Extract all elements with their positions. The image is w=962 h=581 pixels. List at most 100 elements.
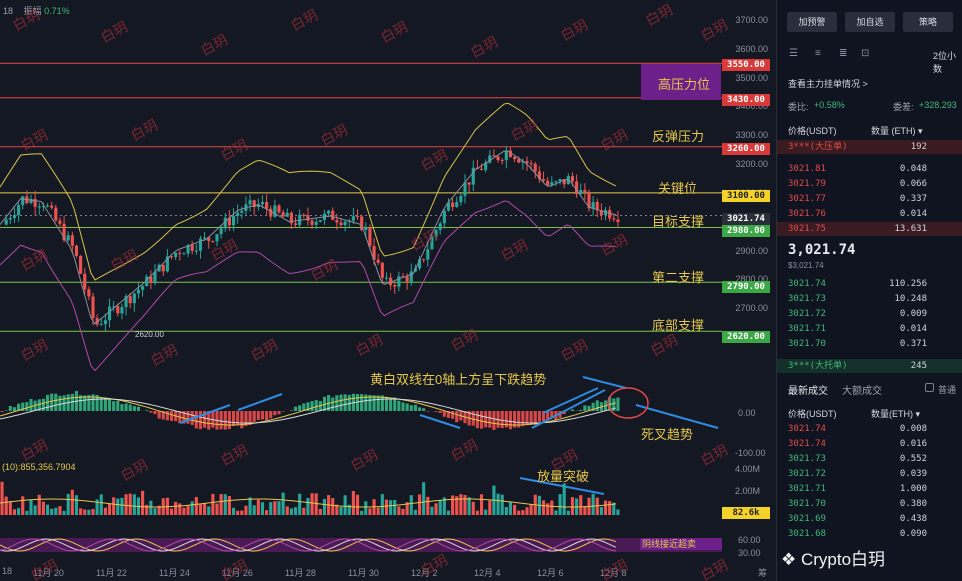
trade-price: 3021.73 bbox=[788, 454, 826, 464]
candle-body bbox=[508, 150, 513, 158]
normal-checkbox[interactable] bbox=[925, 383, 934, 392]
big-sell-order[interactable]: 3***(大压单) 192 bbox=[777, 140, 962, 154]
volume-bar bbox=[281, 492, 285, 515]
bid-row[interactable]: 3021.70 0.371 bbox=[777, 337, 962, 351]
ask-row[interactable]: 3021.81 0.048 bbox=[777, 162, 962, 176]
macd-bar bbox=[302, 403, 306, 411]
ask-row[interactable]: 3021.76 0.014 bbox=[777, 207, 962, 221]
big-sell-qty: 192 bbox=[910, 142, 927, 152]
candle-body bbox=[318, 220, 322, 222]
macd-bar bbox=[116, 400, 120, 411]
volume-bar bbox=[12, 509, 17, 515]
candle-body bbox=[405, 276, 409, 282]
volume-bar bbox=[525, 507, 529, 515]
expand-icon[interactable]: ⊡ bbox=[861, 48, 870, 59]
macd-bar bbox=[79, 395, 83, 411]
order-qty: 0.014 bbox=[899, 209, 927, 219]
volume-bar bbox=[384, 499, 389, 515]
volume-bar bbox=[426, 496, 430, 515]
macd-bar bbox=[591, 402, 595, 411]
time-axis-label: 11月 24 bbox=[159, 568, 190, 578]
price-axis-label: 3700.00 bbox=[735, 15, 768, 25]
trend-arrow bbox=[237, 393, 283, 411]
ask-row[interactable]: 3021.75 13.631 bbox=[777, 222, 962, 236]
orderbook-both-icon[interactable]: ☰ bbox=[789, 48, 798, 59]
ratio-value: +0.58% bbox=[814, 100, 845, 110]
volume-bar bbox=[364, 501, 368, 515]
macd-bar bbox=[579, 409, 583, 411]
volume-bar bbox=[37, 494, 41, 515]
macd-bar bbox=[17, 403, 21, 411]
price-axis-label: 3400.00 bbox=[735, 101, 768, 112]
macd-bar bbox=[550, 411, 554, 418]
volume-bar bbox=[207, 506, 211, 515]
trend-arrow bbox=[582, 376, 627, 389]
volume-bar bbox=[310, 493, 314, 515]
bid-row[interactable]: 3021.71 0.014 bbox=[777, 322, 962, 336]
candle-body bbox=[17, 205, 21, 216]
candle-body bbox=[533, 163, 537, 172]
tab-latest-trades[interactable]: 最新成交 bbox=[788, 386, 828, 397]
add-alert-button[interactable]: 加预警 bbox=[787, 12, 837, 32]
ask-row[interactable]: 3021.77 0.337 bbox=[777, 192, 962, 206]
candle-body bbox=[12, 215, 17, 218]
annotation-bottom-support: 底部支撑 bbox=[652, 318, 705, 333]
macd-bar bbox=[525, 411, 529, 425]
trade-qty: 0.090 bbox=[899, 529, 927, 539]
bid-row[interactable]: 3021.73 10.248 bbox=[777, 292, 962, 306]
tab-large-trades[interactable]: 大额成交 bbox=[842, 386, 882, 397]
orderbook-asks-icon[interactable]: ≣ bbox=[839, 48, 848, 59]
candle-body bbox=[174, 252, 178, 257]
macd-bar bbox=[347, 394, 351, 411]
strategy-button[interactable]: 策略 bbox=[903, 12, 953, 32]
depth-link[interactable]: 查看主力挂单情况 > bbox=[788, 79, 868, 89]
bid-row[interactable]: 3021.72 0.009 bbox=[777, 307, 962, 321]
macd-bar bbox=[248, 411, 252, 426]
volume-bar bbox=[145, 504, 149, 515]
macd-bar bbox=[91, 394, 95, 411]
candle-body bbox=[248, 200, 252, 205]
last-price: 3,021.74 bbox=[788, 242, 856, 258]
big-buy-order[interactable]: 3***(大托单) 245 bbox=[777, 359, 962, 373]
macd-bar bbox=[25, 402, 29, 411]
candle-body bbox=[570, 176, 575, 182]
annotation-volume-break: 放量突破 bbox=[537, 469, 590, 484]
volume-bar bbox=[29, 499, 33, 515]
trade-price: 3021.68 bbox=[788, 529, 826, 539]
candle-body bbox=[546, 180, 550, 185]
macd-bar bbox=[492, 411, 496, 430]
lower-band bbox=[0, 200, 616, 372]
trades-col-qty[interactable]: 数量(ETH) ▾ bbox=[871, 409, 921, 419]
volume-bar bbox=[409, 495, 413, 515]
ask-row[interactable]: 3021.79 0.066 bbox=[777, 177, 962, 191]
trade-price: 3021.74 bbox=[788, 439, 826, 449]
order-qty: 0.014 bbox=[899, 324, 927, 334]
candle-body bbox=[504, 150, 508, 161]
orderbook-bids-icon[interactable]: ≡ bbox=[815, 48, 821, 59]
volume-bar bbox=[289, 508, 293, 515]
col-price-header: 价格(USDT) bbox=[788, 126, 837, 136]
macd-bar bbox=[583, 405, 587, 411]
bid-row[interactable]: 3021.74 110.256 bbox=[777, 277, 962, 291]
chart-canvas bbox=[0, 62, 722, 552]
annotation-death-cross: 死叉趋势 bbox=[641, 427, 694, 442]
col-qty-header[interactable]: 数量 (ETH) ▾ bbox=[871, 126, 923, 136]
add-watchlist-button[interactable]: 加自选 bbox=[845, 12, 895, 32]
candle-body bbox=[169, 256, 174, 258]
macd-bar bbox=[207, 411, 211, 430]
candle-body bbox=[66, 235, 70, 241]
macd-bar bbox=[355, 394, 360, 411]
candle-body bbox=[269, 208, 273, 217]
candle-body bbox=[306, 215, 310, 221]
time-axis-label: 12月 4 bbox=[474, 568, 501, 578]
trade-qty: 0.380 bbox=[899, 499, 927, 509]
trade-qty: 1.000 bbox=[899, 484, 927, 494]
middle-band bbox=[0, 150, 617, 325]
volume-bar bbox=[236, 510, 240, 515]
precision-select[interactable]: 2位小数 bbox=[933, 51, 957, 74]
time-axis[interactable]: 18 11月 20 11月 22 11月 24 11月 26 11月 28 11月 30 12… bbox=[0, 563, 776, 581]
volume-bar bbox=[562, 483, 566, 515]
macd-bar bbox=[339, 394, 343, 411]
macd-bar bbox=[508, 411, 513, 430]
volume-tick-2m: 2.00M bbox=[735, 486, 761, 496]
